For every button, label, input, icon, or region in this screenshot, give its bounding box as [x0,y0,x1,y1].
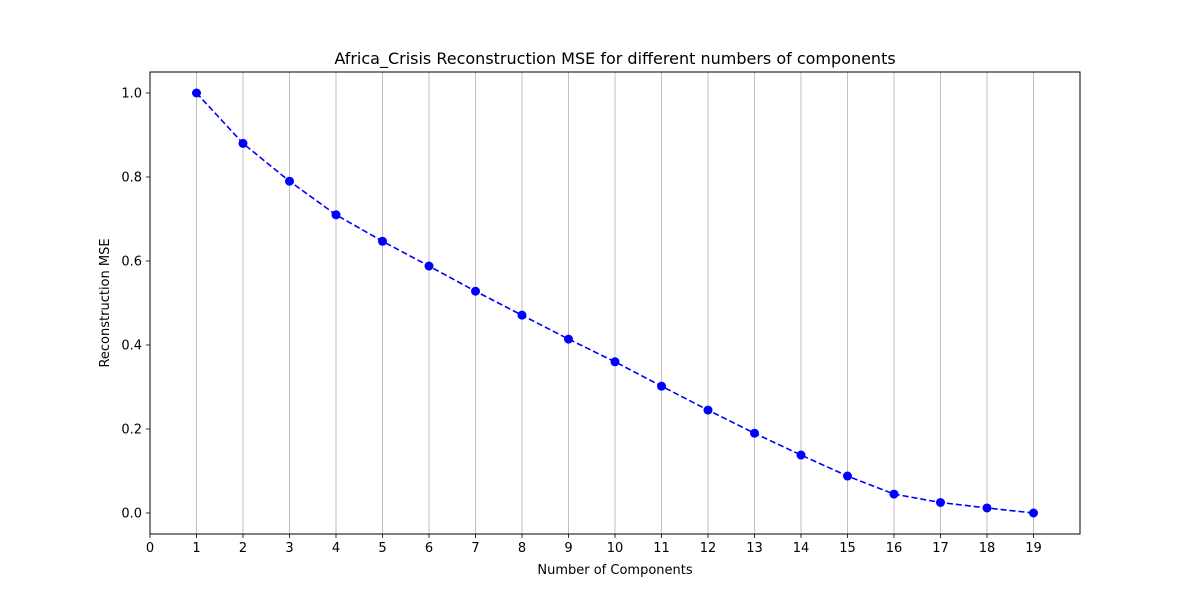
x-tick-label: 18 [979,541,996,556]
x-tick-label: 8 [518,541,526,556]
x-tick-label: 15 [839,541,856,556]
x-tick-label: 16 [886,541,903,556]
data-point [610,357,620,367]
x-tick-label: 17 [932,541,949,556]
y-tick-label: 0.6 [121,255,142,270]
data-point [703,405,713,415]
data-point [936,498,945,507]
data-point [517,310,527,320]
x-tick-label: 1 [192,541,200,556]
data-point [564,334,573,344]
x-tick-label: 2 [239,541,247,556]
y-axis-label: Reconstruction MSE [98,238,113,367]
data-point [889,489,899,499]
x-tick-label: 9 [564,541,572,556]
y-tick-label: 0.2 [121,423,142,438]
series-layer [192,88,1038,518]
data-point [424,261,434,271]
y-tick-label: 0.8 [121,171,142,186]
x-tick-label: 3 [285,541,293,556]
x-tick-label: 5 [378,541,386,556]
data-point [285,176,294,186]
data-point [378,236,387,246]
x-tick-label: 6 [425,541,433,556]
x-tick-label: 14 [793,541,810,556]
x-axis-label: Number of Components [537,563,692,578]
y-tick-label: 1.0 [121,87,142,102]
x-tick-label: 4 [332,541,340,556]
data-point [750,428,759,438]
x-axis: 0 1 2 3 4 5 6 7 8 9 10 11 12 13 14 15 16 17 18 19 [146,534,1042,556]
y-tick-label: 0.0 [121,507,142,522]
data-point [1029,508,1038,518]
y-axis: 0.0 0.2 0.4 0.6 0.8 1.0 [121,87,150,522]
y-tick-label: 0.4 [121,339,142,354]
data-point [471,286,480,296]
data-point [982,503,992,513]
data-point [796,450,806,460]
x-tick-label: 7 [471,541,479,556]
data-point [843,471,852,481]
data-point [331,210,341,220]
x-tick-label: 10 [607,541,624,556]
x-tick-label: 19 [1025,541,1042,556]
data-point [657,381,666,391]
x-tick-label: 12 [700,541,717,556]
grid-lines [149,72,1034,534]
x-tick-label: 0 [146,541,154,556]
data-point [238,138,248,148]
x-tick-label: 13 [746,541,763,556]
data-point [192,88,201,98]
chart-title: Africa_Crisis Reconstruction MSE for dif… [334,49,895,69]
x-tick-label: 11 [653,541,670,556]
